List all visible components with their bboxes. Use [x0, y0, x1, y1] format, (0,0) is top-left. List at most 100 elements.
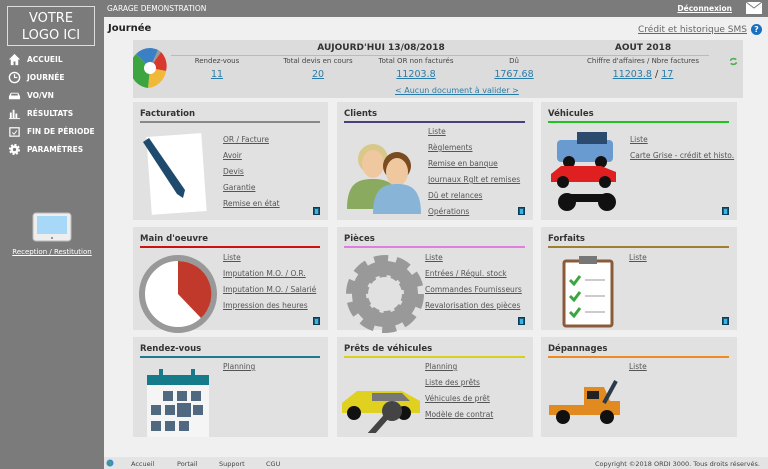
stat-devis: Total devis en cours 20 — [268, 57, 368, 80]
car-icon — [8, 92, 21, 100]
sms-credit-link[interactable]: Crédit et historique SMS — [638, 25, 747, 35]
month-title: AOUT 2018 — [577, 43, 709, 56]
tile-link[interactable]: Remise en banque — [428, 159, 498, 168]
tile-link[interactable]: Liste — [629, 253, 647, 262]
stat-or-non-factures: Total OR non facturés 11203.8 — [366, 57, 466, 80]
nav-fin-periode[interactable]: FIN DE PÉRIODE — [8, 125, 95, 138]
stat-value-link[interactable]: 20 — [311, 69, 325, 80]
tile-link[interactable]: Imputation M.O. / Salarié — [223, 285, 317, 294]
footer-link-accueil[interactable]: Accueil — [131, 460, 155, 468]
tile-link[interactable]: Commandes Fournisseurs — [425, 285, 522, 294]
nav-parametres[interactable]: PARAMÈTRES — [8, 143, 83, 156]
tile-clients: Clients Liste Règlements Remise en banque Jo… — [337, 102, 533, 220]
tile-link[interactable]: Liste — [629, 362, 647, 371]
tile-link[interactable]: Entrées / Régul. stock — [425, 269, 507, 278]
month-revenue-link[interactable]: 11203.8 — [612, 69, 652, 80]
globe-icon — [106, 459, 114, 467]
tile-link[interactable]: Dû et relances — [428, 191, 483, 200]
tile-link[interactable]: Devis — [223, 167, 244, 176]
tile-main-d-oeuvre: Main d'oeuvre Liste Imputation M.O. / O.R.… — [133, 227, 328, 333]
month-invoice-count-link[interactable]: 17 — [661, 69, 674, 80]
tile-rendez-vous: Rendez-vous Planning — [133, 337, 328, 437]
home-icon — [8, 53, 21, 66]
clients-icon — [345, 134, 425, 216]
tile-link[interactable]: Planning — [223, 362, 256, 371]
documentation-icon[interactable] — [518, 207, 525, 215]
sidebar: VOTRE LOGO ICI ACCUEIL JOURNÉE VO/VN RÉSU… — [0, 0, 104, 469]
checklist-icon — [559, 253, 619, 330]
tile-title: Main d'oeuvre — [140, 234, 208, 244]
tile-link[interactable]: Journaux Rglt et remises — [428, 175, 521, 184]
invoice-pen-icon — [139, 130, 209, 217]
tile-pieces: Pièces Liste Entrées / Régul. stock Command… — [337, 227, 533, 333]
tile-title: Pièces — [344, 234, 375, 244]
reception-restitution[interactable]: Reception / Restitution — [0, 212, 104, 256]
tile-link[interactable]: Remise en état — [223, 199, 280, 208]
nav-accueil[interactable]: ACCUEIL — [8, 53, 63, 66]
reception-link[interactable]: Reception / Restitution — [12, 248, 92, 256]
mail-icon[interactable] — [746, 2, 762, 14]
tile-link[interactable]: Avoir — [223, 151, 242, 160]
nav-resultats[interactable]: RÉSULTATS — [8, 107, 73, 120]
logout-link[interactable]: Déconnexion — [677, 4, 732, 13]
stat-label: Dû — [509, 57, 519, 65]
documentation-icon[interactable] — [313, 207, 320, 215]
documentation-icon[interactable] — [722, 207, 729, 215]
garage-name: GARAGE DEMONSTRATION — [107, 4, 207, 13]
help-icon[interactable]: ? — [751, 24, 762, 35]
footer-link-cgu[interactable]: CGU — [266, 460, 281, 468]
tile-vehicules: Véhicules Liste Carte Grise - crédit et hi… — [541, 102, 737, 220]
logo-text: LOGO ICI — [21, 28, 81, 43]
tile-title: Forfaits — [548, 234, 585, 244]
tile-link[interactable]: Impression des heures — [223, 301, 308, 310]
tile-forfaits: Forfaits Liste — [541, 227, 737, 330]
monitor-icon — [32, 212, 72, 242]
tile-title: Rendez-vous — [140, 344, 202, 354]
tile-link[interactable]: Revalorisation des pièces — [425, 301, 521, 310]
documentation-icon[interactable] — [313, 317, 320, 325]
tile-link[interactable]: Liste des prêts — [425, 378, 480, 387]
stat-du: Dû 1767.68 — [474, 57, 554, 80]
tile-link[interactable]: Liste — [630, 135, 648, 144]
tile-link[interactable]: Véhicules de prêt — [425, 394, 490, 403]
footer-link-support[interactable]: Support — [219, 460, 245, 468]
stat-value-link[interactable]: 11 — [210, 69, 224, 80]
top-bar: GARAGE DEMONSTRATION Déconnexion — [104, 0, 768, 17]
tile-link[interactable]: Opérations — [428, 207, 470, 216]
nav-journee[interactable]: JOURNÉE — [8, 71, 65, 84]
tile-link[interactable]: Garantie — [223, 183, 256, 192]
tile-link[interactable]: Liste — [428, 127, 446, 136]
labor-clock-icon — [138, 254, 218, 336]
logo[interactable]: VOTRE LOGO ICI — [7, 6, 95, 46]
footer-link-portail[interactable]: Portail — [177, 460, 198, 468]
no-document-link[interactable]: < Aucun document à valider > — [395, 86, 519, 95]
tile-link[interactable]: Carte Grise - crédit et histo. — [630, 151, 735, 160]
footer: Accueil Portail Support CGU Copyright ©2… — [104, 457, 768, 469]
documentation-icon[interactable] — [722, 317, 729, 325]
tile-title: Prêts de véhicules — [344, 344, 433, 354]
nav-vo-vn[interactable]: VO/VN — [8, 89, 54, 102]
tile-link[interactable]: Modèle de contrat — [425, 410, 494, 419]
separator: / — [655, 69, 659, 80]
tile-title-underline — [140, 121, 320, 123]
page-title: Journée — [108, 23, 152, 34]
refresh-icon[interactable] — [729, 57, 738, 66]
tile-link[interactable]: Liste — [425, 253, 443, 262]
stat-value-link[interactable]: 11203.8 — [396, 69, 436, 80]
nav-label: VO/VN — [27, 91, 54, 100]
stat-value-link[interactable]: 1767.68 — [494, 69, 534, 80]
tile-title: Clients — [344, 109, 378, 119]
tile-link[interactable]: OR / Facture — [223, 135, 269, 144]
documentation-icon[interactable] — [518, 317, 525, 325]
tile-link[interactable]: Imputation M.O. / O.R. — [223, 269, 306, 278]
loan-car-key-icon — [342, 373, 422, 437]
dashboard-pie-icon — [133, 48, 167, 88]
tile-title: Dépannages — [548, 344, 608, 354]
tile-link[interactable]: Règlements — [428, 143, 473, 152]
tile-link[interactable]: Liste — [223, 253, 241, 262]
calendar-icon — [143, 367, 209, 439]
nav-label: RÉSULTATS — [27, 109, 74, 118]
nav-label: PARAMÈTRES — [27, 145, 84, 154]
tile-link[interactable]: Planning — [425, 362, 458, 371]
tile-depannages: Dépannages Liste — [541, 337, 737, 437]
